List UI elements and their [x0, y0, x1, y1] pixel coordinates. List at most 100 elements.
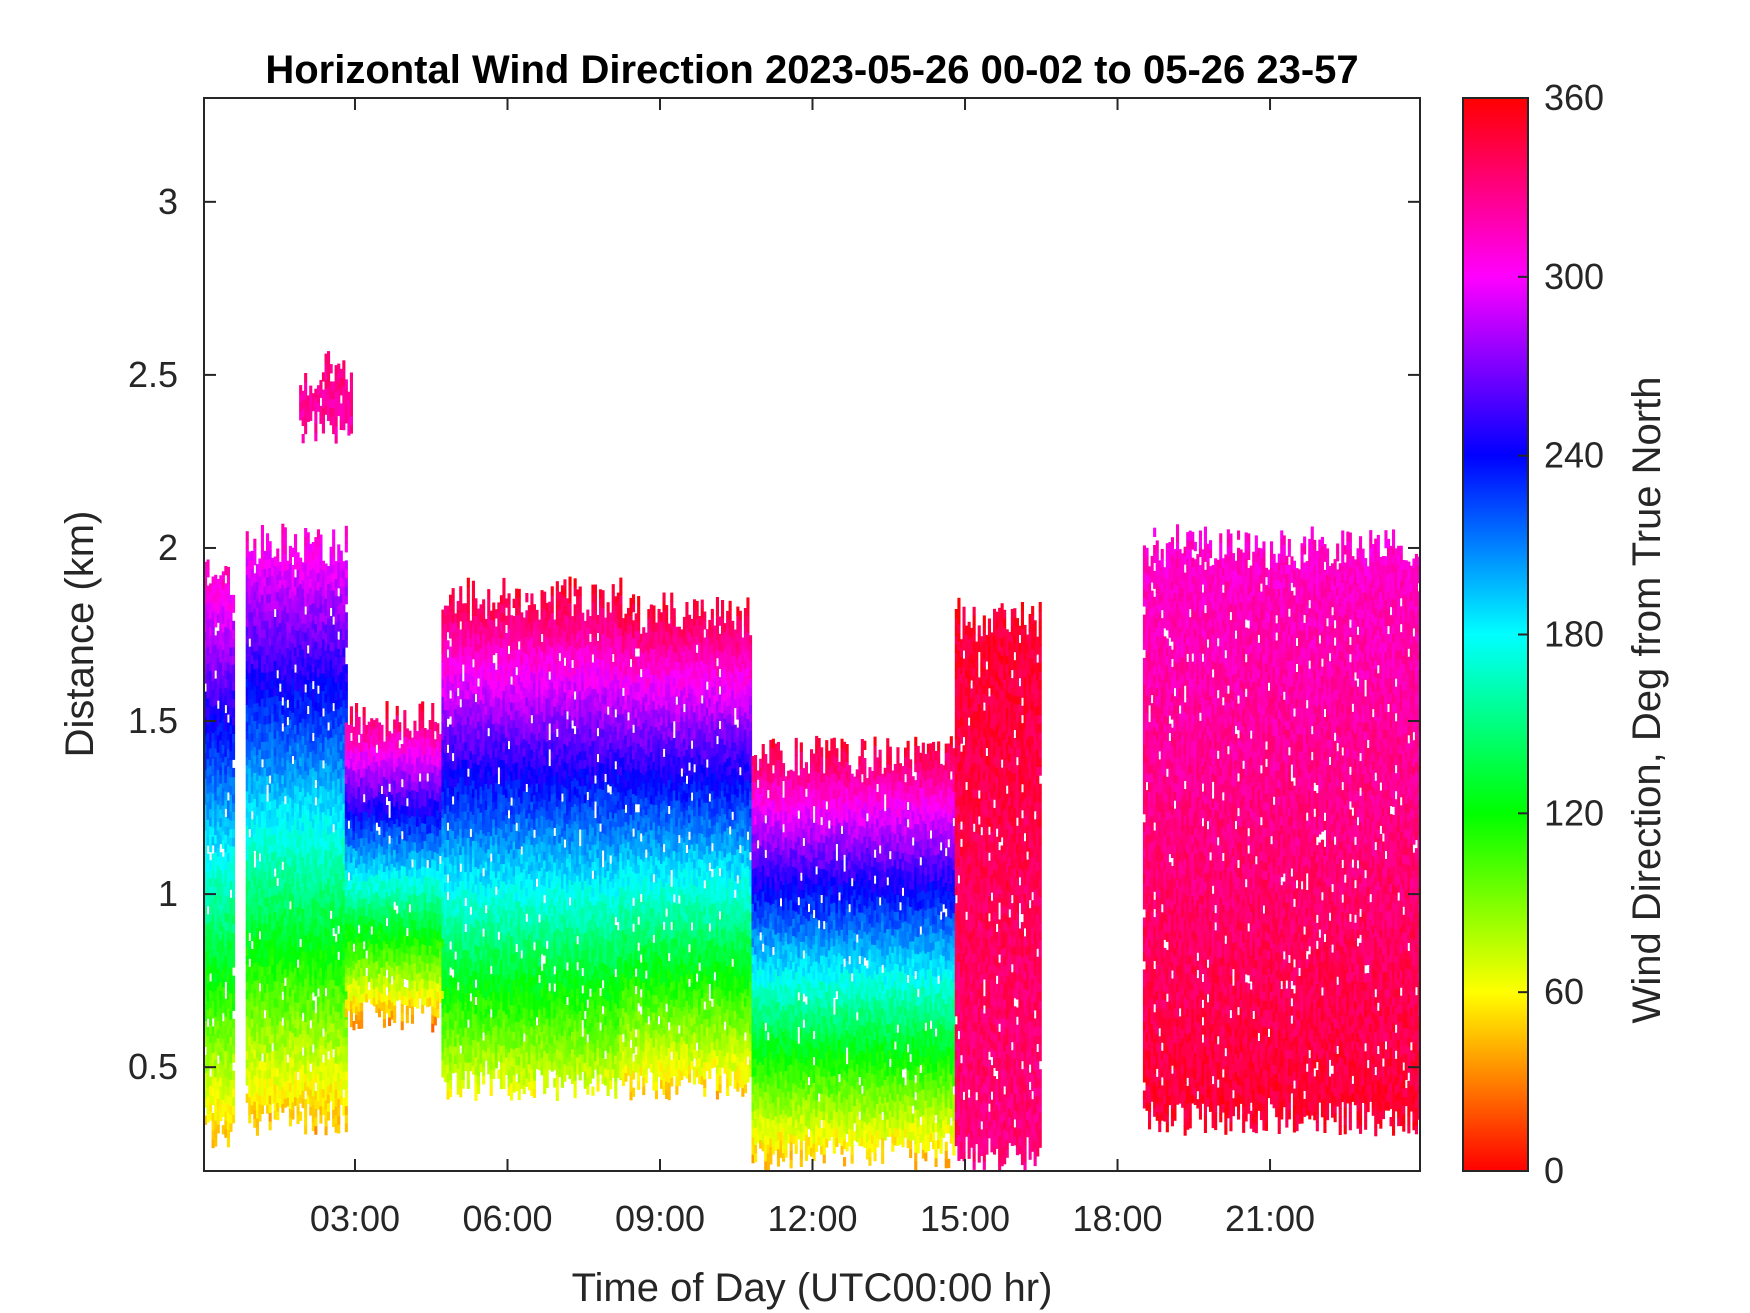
heatmap-cell — [250, 862, 254, 872]
heatmap-cell — [214, 791, 218, 801]
heatmap-cell — [248, 603, 252, 613]
heatmap-cell — [398, 722, 402, 732]
heatmap-cell — [216, 829, 220, 840]
heatmap-cell — [306, 739, 310, 750]
heatmap-cell — [332, 745, 336, 755]
heatmap-cell — [278, 778, 282, 788]
heatmap-cell — [209, 1102, 213, 1112]
heatmap-cell — [332, 1039, 336, 1050]
heatmap-cell — [232, 845, 236, 856]
heatmap-cell — [214, 895, 218, 905]
heatmap-cell — [219, 609, 223, 620]
heatmap-cell — [258, 697, 262, 707]
heatmap-cell — [294, 672, 298, 682]
heatmap-cell — [309, 1080, 313, 1090]
heatmap-cell — [329, 745, 333, 756]
heatmap-cell — [299, 921, 303, 931]
heatmap-cell — [255, 875, 259, 885]
heatmap-cell — [232, 1070, 236, 1081]
heatmap-cell — [263, 862, 267, 872]
heatmap-cell — [229, 716, 233, 726]
heatmap-cell — [255, 1040, 259, 1050]
heatmap-cell — [288, 1030, 292, 1040]
heatmap-cell — [224, 851, 228, 861]
heatmap-cell — [226, 1060, 230, 1070]
heatmap-cell — [226, 887, 230, 897]
heatmap-cell — [319, 534, 323, 544]
heatmap-cell — [278, 951, 282, 961]
heatmap-cell — [281, 567, 285, 577]
heatmap-cell — [291, 573, 295, 583]
heatmap-cell — [334, 647, 338, 657]
heatmap-cell — [329, 1074, 333, 1084]
heatmap-cell — [229, 1010, 233, 1020]
heatmap-cell — [296, 1036, 300, 1047]
heatmap-cell — [329, 555, 333, 565]
heatmap-cell — [271, 912, 275, 922]
heatmap-cell — [334, 777, 338, 787]
heatmap-cell — [311, 775, 315, 785]
heatmap-cell — [216, 855, 220, 866]
heatmap-cell — [255, 832, 259, 842]
heatmap-cell — [421, 710, 425, 720]
heatmap-cell — [332, 832, 336, 842]
heatmap-cell — [232, 776, 236, 786]
heatmap-cell — [306, 947, 310, 957]
heatmap-cell — [250, 1104, 254, 1114]
heatmap-cell — [250, 576, 254, 587]
heatmap-cell — [273, 1058, 277, 1068]
heatmap-cell — [216, 734, 220, 744]
heatmap-cell — [258, 1043, 262, 1053]
heatmap-cell — [232, 1088, 236, 1098]
heatmap-cell — [250, 568, 254, 578]
heatmap-cell — [288, 571, 292, 582]
heatmap-cell — [283, 587, 287, 598]
heatmap-cell — [276, 1093, 280, 1103]
heatmap-cell — [258, 1077, 262, 1087]
heatmap-cell — [304, 536, 308, 546]
heatmap-cell — [299, 652, 303, 663]
heatmap-cell — [219, 618, 223, 628]
heatmap-cell — [278, 908, 282, 918]
heatmap-cell — [327, 713, 331, 723]
heatmap-cell — [291, 729, 295, 739]
heatmap-cell — [314, 537, 318, 547]
heatmap-cell — [276, 756, 280, 766]
heatmap-cell — [314, 1116, 318, 1127]
heatmap-cell — [266, 948, 270, 958]
heatmap-cell — [311, 585, 315, 595]
heatmap-cell — [219, 635, 223, 646]
heatmap-cell — [451, 596, 455, 606]
heatmap-cell — [248, 915, 252, 925]
heatmap-cell — [309, 924, 313, 934]
heatmap-cell — [344, 1079, 348, 1089]
heatmap-cell — [219, 679, 223, 689]
heatmap-cell — [268, 766, 272, 776]
heatmap-cell — [263, 663, 267, 673]
heatmap-cell — [226, 1008, 230, 1018]
heatmap-cell — [253, 1049, 257, 1059]
heatmap-cell — [204, 752, 208, 762]
heatmap-cell — [219, 956, 223, 966]
heatmap-cell — [296, 829, 300, 839]
heatmap-cell — [291, 824, 295, 834]
heatmap-cell — [321, 699, 325, 709]
heatmap-cell — [263, 983, 267, 993]
heatmap-cell — [294, 681, 298, 691]
heatmap-cell — [296, 612, 300, 623]
heatmap-cell — [258, 636, 262, 646]
heatmap-cell — [304, 986, 308, 996]
heatmap-cell — [319, 1019, 323, 1029]
heatmap-cell — [319, 1088, 323, 1098]
heatmap-cell — [278, 570, 282, 580]
heatmap-cell — [324, 823, 328, 833]
heatmap-cell — [319, 569, 323, 579]
heatmap-cell — [229, 733, 233, 743]
heatmap-cell — [250, 550, 254, 561]
heatmap-cell — [221, 692, 225, 702]
heatmap-cell — [299, 886, 303, 896]
heatmap-cell — [255, 962, 259, 972]
heatmap-cell — [273, 1067, 277, 1077]
heatmap-cell — [332, 953, 336, 963]
heatmap-cell — [443, 648, 447, 659]
